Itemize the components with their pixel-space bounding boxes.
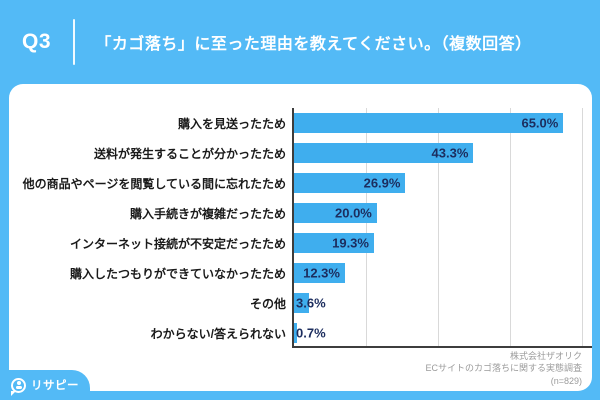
value-label: 12.3% [303, 265, 340, 281]
category-label: 送料が発生することが分かったため [93, 146, 286, 161]
value-label: 26.9% [363, 175, 401, 191]
value-label: 3.6% [296, 295, 326, 311]
value-label: 43.3% [431, 145, 469, 161]
attribution-line: (n=829) [550, 375, 582, 386]
category-label: 購入したつもりができていなかったため [69, 266, 286, 281]
bar [294, 143, 474, 163]
bar-row: 他の商品やページを閲覧している間に忘れたため 26.9% [9, 168, 592, 198]
bar [294, 293, 309, 313]
category-label: 他の商品やページを閲覧している間に忘れたため [22, 176, 286, 191]
bar-row: 購入を見送ったため 65.0% [9, 108, 592, 138]
gridline [366, 108, 368, 346]
category-label: わからない/答えられない [150, 326, 286, 341]
bar-row: その他 3.6% [9, 288, 592, 318]
bar-row: 送料が発生することが分かったため 43.3% [9, 138, 592, 168]
value-label: 0.7% [296, 325, 326, 341]
attribution-line: 株式会社ザオリク [509, 350, 582, 361]
bar-cell: 12.3% [292, 258, 592, 288]
value-label: 19.3% [332, 235, 369, 251]
bar-cell: 26.9% [292, 168, 592, 198]
bar [294, 173, 406, 193]
bar-cell: 65.0% [292, 108, 592, 138]
bar-chart: 購入を見送ったため 65.0% 送料が発生することが分かったため 43.3% 他の商品や… [9, 108, 592, 348]
risapi-logo-icon [11, 377, 26, 396]
bar-cell: 0.7% [292, 318, 592, 348]
bar-row: 購入手続きが複雑だったため 20.0% [9, 198, 592, 228]
bar-cell: 43.3% [292, 138, 592, 168]
bar-cell: 19.3% [292, 228, 592, 258]
bar-row: 購入したつもりができていなかったため 12.3% [9, 258, 592, 288]
gridline [438, 108, 440, 346]
value-label: 65.0% [521, 115, 559, 131]
gridline [510, 108, 512, 346]
chart-card: 購入を見送ったため 65.0% 送料が発生することが分かったため 43.3% 他の商品や… [9, 84, 592, 391]
category-label: その他 [249, 296, 286, 311]
plot-area [292, 108, 592, 348]
attribution: 株式会社ザオリク ECサイトのカゴ落ちに関する実態調査 (n=829) [425, 350, 582, 388]
attribution-line: ECサイトのカゴ落ちに関する実態調査 [425, 363, 582, 373]
logo-tab: リサピー [0, 370, 90, 400]
header-divider [73, 19, 75, 65]
question-number: Q3 [21, 30, 51, 53]
header: Q3 「カゴ落ち」に至った理由を教えてください。（複数回答） [0, 0, 600, 84]
bar [294, 323, 297, 343]
bar-cell: 3.6% [292, 288, 592, 318]
bar-cell: 20.0% [292, 198, 592, 228]
category-label: 購入手続きが複雑だったため [129, 206, 286, 221]
bar [294, 113, 564, 133]
bar [294, 263, 345, 283]
category-label: 購入を見送ったため [177, 116, 286, 131]
bar [294, 233, 374, 253]
gridline [582, 108, 584, 346]
chart-title: 「カゴ落ち」に至った理由を教えてください。（複数回答） [95, 36, 532, 53]
bar-row: わからない/答えられない 0.7% [9, 318, 592, 348]
category-label: インターネット接続が不安定だったため [69, 236, 286, 251]
bar-row: インターネット接続が不安定だったため 19.3% [9, 228, 592, 258]
risapi-logo-text: リサピー [31, 380, 79, 392]
value-label: 20.0% [335, 205, 372, 221]
bar [294, 203, 377, 223]
